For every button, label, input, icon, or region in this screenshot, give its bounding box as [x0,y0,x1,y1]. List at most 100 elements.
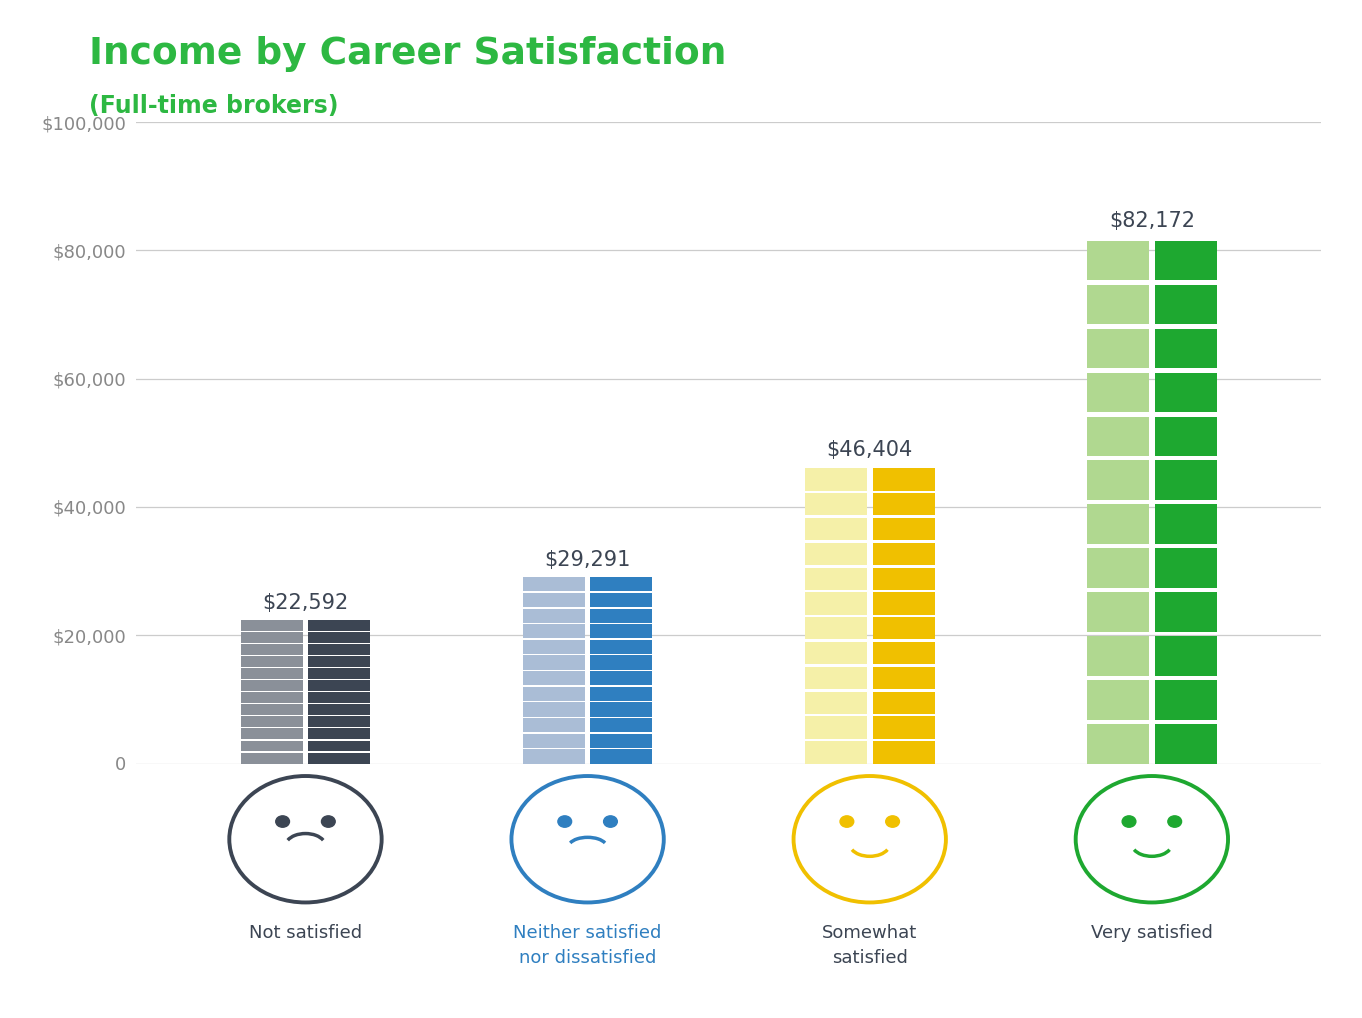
Bar [590,702,652,717]
Bar [1155,592,1216,632]
Bar [1155,285,1216,325]
Bar [805,592,868,615]
Bar [1155,241,1216,280]
Bar [805,617,868,639]
Bar [308,656,370,667]
Bar [1087,329,1150,369]
Bar [241,644,302,655]
Bar [590,687,652,700]
Bar [308,752,370,764]
Bar [873,543,934,565]
Bar [1155,636,1216,676]
Bar [241,656,302,667]
Bar [1087,460,1150,500]
Bar [590,656,652,670]
Bar [805,691,868,714]
Circle shape [1167,815,1182,828]
Bar [523,577,584,591]
Bar [1155,549,1216,587]
Bar [590,734,652,748]
Bar [241,680,302,691]
Text: Very satisfied: Very satisfied [1091,923,1212,942]
Bar [241,620,302,631]
Bar [308,632,370,642]
Bar [1155,416,1216,456]
Bar [590,749,652,764]
Bar [590,577,652,591]
Bar [523,671,584,685]
Bar [1087,285,1150,325]
Bar [805,543,868,565]
Bar [873,518,934,541]
Bar [873,691,934,714]
Text: $29,291: $29,291 [545,550,631,570]
Text: $82,172: $82,172 [1109,211,1194,231]
Bar [805,518,868,541]
Bar [873,592,934,615]
Bar [523,687,584,700]
Bar [523,734,584,748]
Bar [308,704,370,716]
Bar [873,741,934,764]
Bar [805,468,868,491]
Text: Neither satisfied
nor dissatisfied: Neither satisfied nor dissatisfied [513,923,662,966]
Bar [873,717,934,739]
Bar [241,752,302,764]
Bar [805,642,868,665]
Bar [241,729,302,739]
Bar [241,740,302,751]
Bar [1087,680,1150,720]
Bar [873,468,934,491]
Bar [523,749,584,764]
Bar [1155,329,1216,369]
Bar [1155,680,1216,720]
Bar [590,624,652,638]
Bar [241,704,302,716]
Bar [805,741,868,764]
Circle shape [1122,815,1136,828]
Circle shape [558,815,572,828]
Bar [1087,592,1150,632]
Bar [523,702,584,717]
Bar [523,609,584,623]
Bar [1087,504,1150,544]
Bar [590,640,652,654]
Bar [873,617,934,639]
Circle shape [321,815,335,828]
Circle shape [885,815,899,828]
Bar [523,656,584,670]
Bar [308,740,370,751]
Circle shape [840,815,854,828]
Bar [308,717,370,727]
Circle shape [275,815,290,828]
Bar [523,624,584,638]
Bar [805,568,868,589]
Text: Income by Career Satisfaction: Income by Career Satisfaction [89,36,726,71]
Bar [590,609,652,623]
Bar [308,644,370,655]
Bar [308,620,370,631]
Text: Not satisfied: Not satisfied [249,923,362,942]
Circle shape [603,815,617,828]
Bar [590,718,652,732]
Bar [1155,460,1216,500]
Bar [241,668,302,679]
Bar [241,692,302,703]
Bar [308,668,370,679]
Bar [873,568,934,589]
Bar [523,718,584,732]
Text: Somewhat
satisfied: Somewhat satisfied [823,923,918,966]
Bar [1087,724,1150,764]
Bar [590,671,652,685]
Bar [308,729,370,739]
Bar [873,667,934,689]
Bar [1087,549,1150,587]
Bar [241,717,302,727]
Bar [1087,241,1150,280]
Bar [241,632,302,642]
Bar [1155,504,1216,544]
Bar [873,642,934,665]
Bar [873,493,934,515]
Bar [308,692,370,703]
Bar [805,667,868,689]
